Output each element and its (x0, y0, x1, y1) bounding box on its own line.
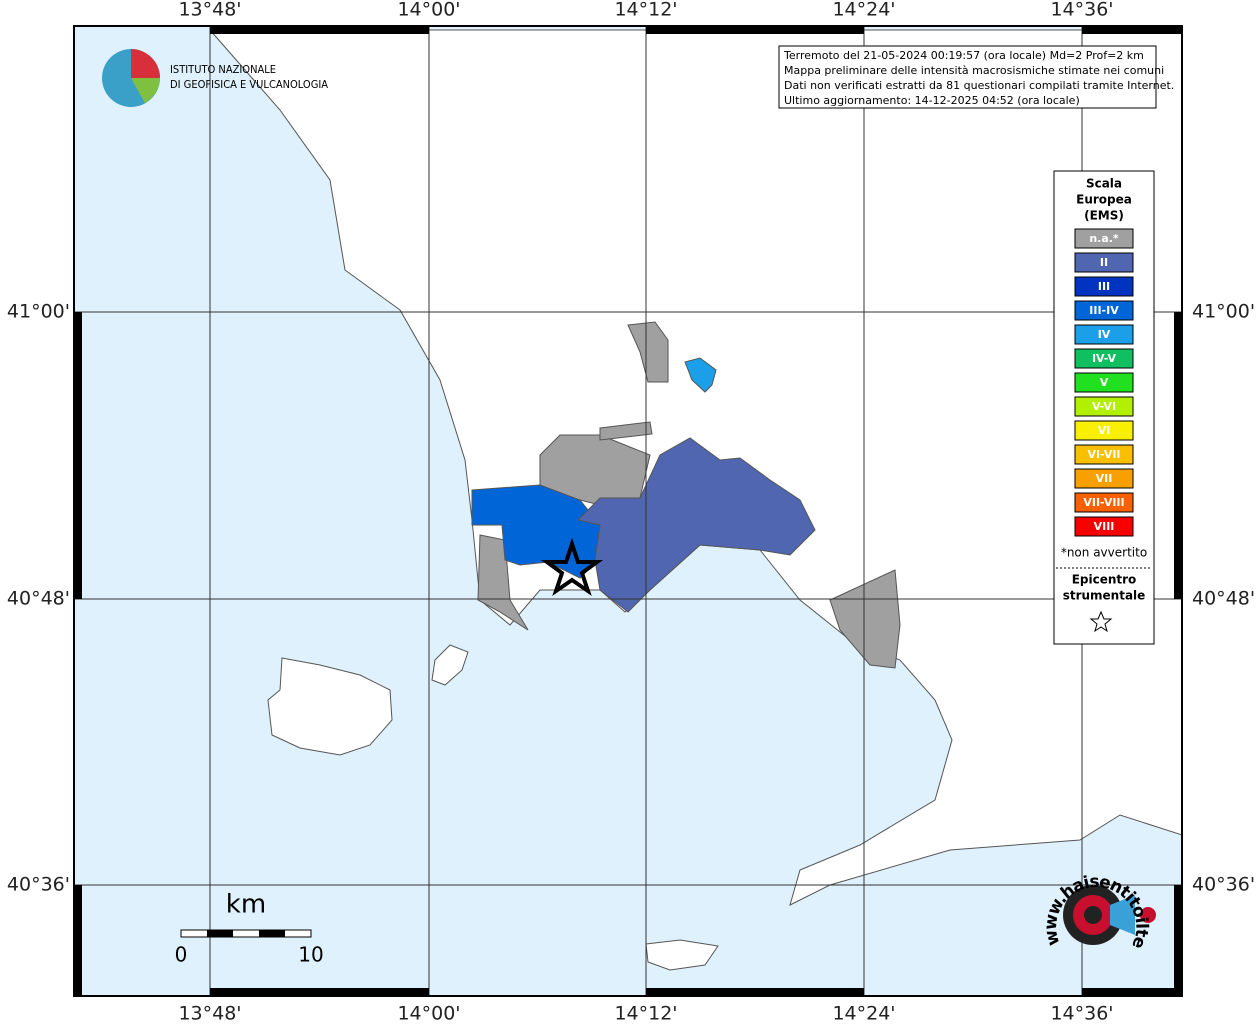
legend-title: (EMS) (1084, 209, 1124, 223)
scale-label: 10 (298, 943, 323, 967)
legend-swatch (1074, 348, 1134, 369)
lon-label: 14°36' (1050, 0, 1113, 21)
legend-label: V (1100, 376, 1109, 389)
lon-label: 14°24' (832, 1003, 895, 1024)
capri (645, 939, 719, 971)
legend-swatch (1074, 252, 1134, 273)
legend-label: VI (1098, 424, 1111, 437)
scale-unit: km (226, 890, 266, 920)
legend-swatch (1074, 492, 1134, 513)
legend-label: II (1100, 256, 1108, 269)
lat-label: 40°36' (1192, 874, 1255, 896)
lon-label: 14°00' (397, 1003, 460, 1024)
lat-label: 40°48' (7, 588, 70, 610)
legend-swatch (1074, 324, 1134, 345)
info-line: Mappa preliminare delle intensità macros… (784, 64, 1164, 77)
legend-epicenter: Epicentro (1072, 573, 1137, 587)
legend-label: VIII (1094, 520, 1115, 533)
legend-swatch (1074, 300, 1134, 321)
legend-label: VII-VIII (1083, 496, 1124, 509)
info-box (778, 45, 1157, 109)
legend-label: n.a.* (1089, 232, 1119, 245)
legend-star (1089, 610, 1113, 633)
comune (599, 421, 653, 441)
lon-label: 14°12' (614, 1003, 677, 1024)
legend-label: VI-VII (1087, 448, 1120, 461)
legend-swatch (1074, 516, 1134, 537)
legend-swatch (1074, 228, 1134, 249)
legend-label: III-IV (1089, 304, 1119, 317)
legend-swatch (1074, 444, 1134, 465)
lat-label: 41°00' (1192, 301, 1255, 323)
ischia (267, 657, 393, 756)
legend-label: V-VI (1092, 400, 1116, 413)
scale-bar: km 0 10 (175, 890, 324, 967)
legend-swatch (1074, 372, 1134, 393)
legend-epicenter: strumentale (1063, 589, 1146, 603)
lat-label: 40°48' (1192, 588, 1255, 610)
lon-label: 14°24' (832, 0, 895, 21)
lon-label: 13°48' (178, 1003, 241, 1024)
info-line: Dati non verificati estratti da 81 quest… (784, 79, 1174, 92)
legend-label: IV-V (1092, 352, 1117, 365)
comune (684, 357, 717, 393)
lon-label: 14°12' (614, 0, 677, 21)
legend-swatch (1074, 276, 1134, 297)
comune (829, 569, 901, 669)
info-line: Terremoto del 21-05-2024 00:19:57 (ora l… (783, 49, 1144, 62)
legend-title: Scala (1086, 177, 1122, 191)
legend-label: VII (1096, 472, 1113, 485)
procida (431, 644, 469, 686)
legend-note: *non avvertito (1061, 546, 1147, 560)
lat-label: 40°36' (7, 874, 70, 896)
epicenter (540, 537, 604, 597)
legend-swatch (1074, 396, 1134, 417)
lat-label: 41°00' (7, 301, 70, 323)
ingv-text: ISTITUTO NAZIONALE (170, 63, 276, 76)
legend-swatch (1074, 420, 1134, 441)
legend-label: III (1098, 280, 1110, 293)
legend-swatch (1074, 468, 1134, 489)
legend-label: IV (1098, 328, 1111, 341)
comune (627, 321, 669, 383)
ingv-text: DI GEOFISICA E VULCANOLOGIA (170, 78, 328, 91)
lon-label: 13°48' (178, 0, 241, 21)
lon-label: 14°00' (397, 0, 460, 21)
info-line: Ultimo aggiornamento: 14-12-2025 04:52 (… (784, 94, 1080, 107)
legend-title: Europea (1076, 193, 1132, 207)
scale-label: 0 (175, 943, 188, 967)
lon-label: 14°36' (1050, 1003, 1113, 1024)
border-bars (74, 26, 1182, 996)
ingv-logo: ISTITUTO NAZIONALE DI GEOFISICA E VULCAN… (102, 49, 328, 107)
